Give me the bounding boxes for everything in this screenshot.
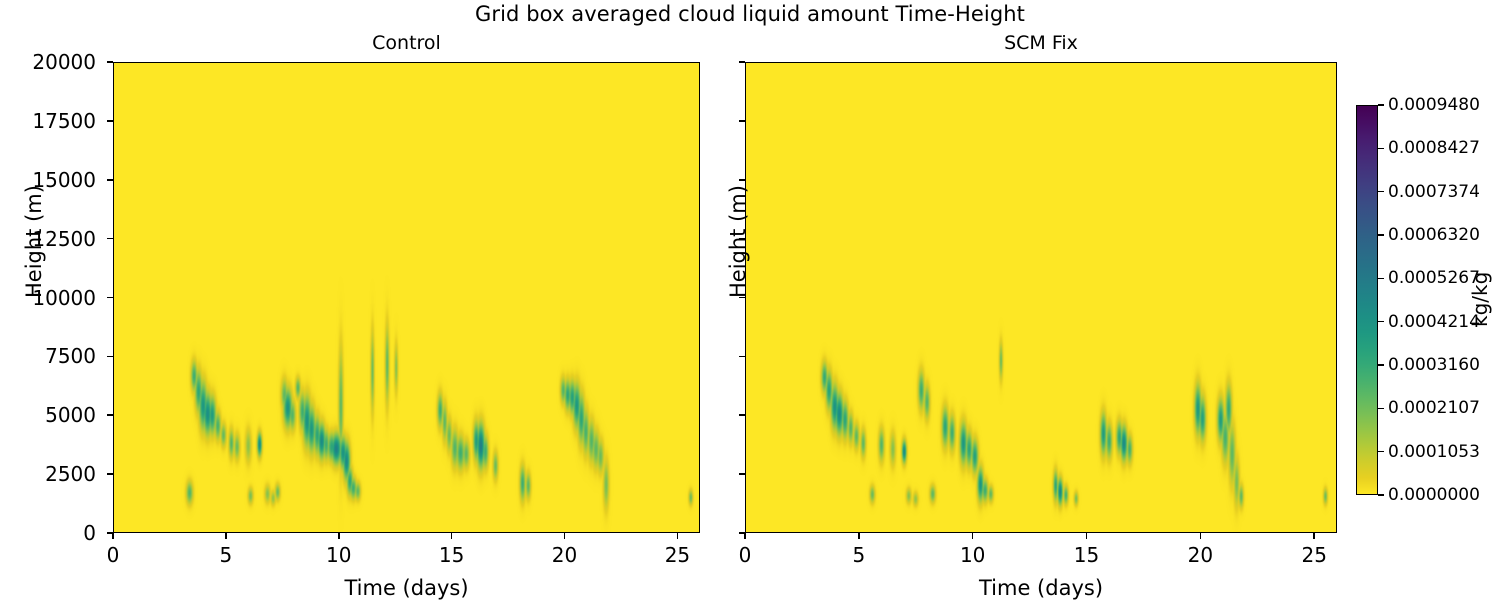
heatmap-axes-scmfix[interactable] [745, 62, 1337, 533]
y-tick-label: 10000 [32, 285, 96, 310]
y-tick-label: 12500 [32, 226, 96, 251]
y-tick-mark [739, 120, 745, 122]
colorbar-tick-mark [1378, 147, 1384, 150]
colorbar-tick-mark [1378, 364, 1384, 366]
colorbar[interactable] [1356, 105, 1378, 495]
colorbar-tick-label: 0.0005267 [1388, 268, 1480, 289]
colorbar-tick-mark [1378, 407, 1384, 410]
colorbar-tick-label: 0.0003160 [1388, 355, 1480, 375]
x-tick-label: 20 [1187, 543, 1214, 567]
x-tick-label: 10 [959, 543, 986, 567]
subplot-title-scmfix: SCM Fix [1004, 32, 1078, 54]
colorbar-tick-mark [1378, 494, 1384, 496]
x-tick-mark [1085, 533, 1088, 539]
colorbar-tick-label: 0.0006320 [1388, 225, 1480, 245]
x-tick-label: 20 [551, 543, 578, 567]
y-tick-mark [107, 355, 113, 358]
heatmap-canvas-control [114, 63, 699, 532]
x-tick-mark [112, 533, 114, 539]
x-tick-mark [563, 533, 566, 539]
y-tick-label: 2500 [45, 462, 96, 487]
x-tick-label: 5 [219, 543, 233, 567]
x-tick-mark [858, 533, 860, 539]
colorbar-tick-mark [1378, 104, 1384, 106]
colorbar-tick-label: 0.0008427 [1388, 138, 1480, 159]
y-tick-mark [739, 178, 745, 181]
y-tick-mark [107, 237, 113, 240]
y-tick-mark [107, 296, 113, 299]
y-tick-mark [739, 355, 745, 358]
yaxis-label-control: Height (m) [22, 185, 46, 298]
y-tick-mark [739, 473, 745, 475]
x-tick-label: 0 [106, 543, 120, 567]
y-tick-mark [739, 237, 745, 240]
colorbar-gradient [1356, 105, 1378, 495]
colorbar-tick-label: 0.0002107 [1388, 398, 1480, 419]
x-tick-mark [676, 533, 679, 539]
heatmap-axes-control[interactable] [113, 62, 700, 533]
colorbar-tick-label: 0.0007374 [1388, 181, 1480, 202]
y-tick-mark [739, 414, 745, 417]
xaxis-label-control: Time (days) [344, 576, 469, 600]
x-tick-label: 10 [326, 543, 352, 567]
y-tick-label: 5000 [45, 403, 96, 428]
y-tick-mark [107, 532, 113, 534]
x-tick-mark [450, 533, 453, 539]
x-tick-mark [1313, 533, 1316, 539]
heatmap-canvas-scmfix [746, 63, 1336, 532]
x-tick-label: 25 [664, 543, 691, 567]
x-tick-mark [744, 533, 746, 539]
x-tick-mark [971, 533, 974, 539]
x-tick-label: 5 [852, 543, 866, 567]
y-tick-label: 17500 [32, 108, 96, 133]
x-tick-label: 15 [438, 543, 465, 567]
colorbar-tick-mark [1378, 190, 1384, 193]
colorbar-tick-label: 0.0000000 [1388, 485, 1480, 505]
colorbar-tick-label: 0.0009480 [1388, 95, 1480, 115]
yaxis-label-scmfix: Height (m) [726, 185, 750, 298]
y-tick-mark [739, 532, 745, 534]
y-tick-mark [107, 120, 113, 122]
x-tick-label: 0 [738, 543, 752, 567]
xaxis-label-scmfix: Time (days) [978, 576, 1104, 600]
y-tick-mark [107, 61, 113, 63]
x-tick-mark [337, 533, 340, 539]
x-tick-label: 15 [1073, 543, 1100, 567]
y-tick-label: 0 [83, 521, 96, 545]
colorbar-tick-label: 0.0001053 [1388, 441, 1480, 462]
y-tick-label: 7500 [45, 344, 96, 369]
figure-suptitle: Grid box averaged cloud liquid amount Ti… [474, 2, 1026, 26]
y-tick-mark [107, 178, 113, 181]
colorbar-tick-mark [1378, 277, 1384, 280]
y-tick-mark [739, 61, 745, 63]
colorbar-tick-mark [1378, 320, 1384, 323]
subplot-title-control: Control [372, 32, 441, 54]
colorbar-tick-label: 0.0004214 [1388, 311, 1480, 332]
colorbar-axis-label: kg/kg [1468, 271, 1492, 327]
y-tick-label: 15000 [32, 167, 96, 192]
colorbar-tick-mark [1378, 234, 1384, 236]
y-tick-mark [739, 296, 745, 299]
y-tick-mark [107, 414, 113, 417]
y-tick-label: 20000 [32, 50, 96, 74]
colorbar-tick-mark [1378, 450, 1384, 453]
x-tick-label: 25 [1301, 543, 1327, 567]
y-tick-mark [107, 473, 113, 475]
x-tick-mark [1199, 533, 1202, 539]
x-tick-mark [225, 533, 227, 539]
